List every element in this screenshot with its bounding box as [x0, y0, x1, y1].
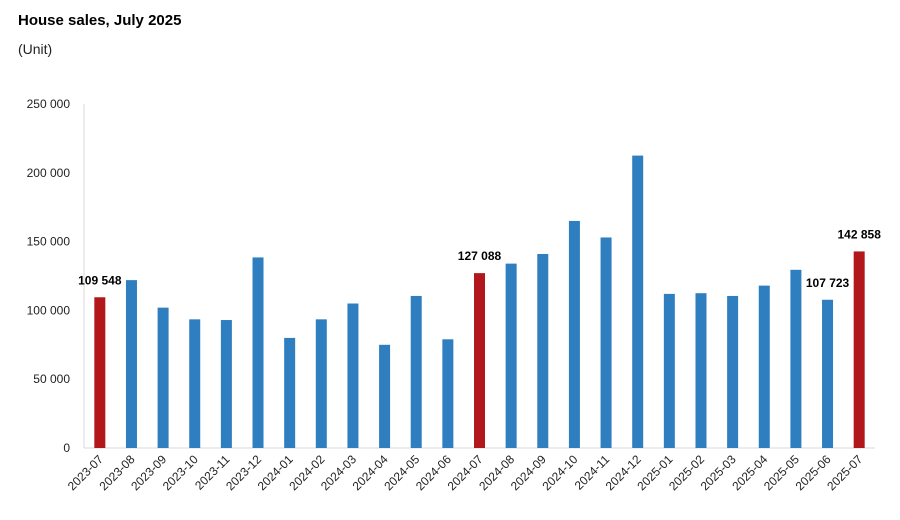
chart-unit-label: (Unit): [18, 41, 53, 57]
bars: [94, 155, 865, 448]
y-tick-label: 200 000: [27, 166, 71, 180]
bar-2024-12: [632, 155, 644, 448]
data-label-2024-07: 127 088: [458, 249, 502, 263]
bar-2024-03: [347, 303, 359, 448]
y-tick-label: 50 000: [33, 372, 70, 386]
bar-2025-01: [663, 293, 675, 448]
y-axis-labels: 0 50 000 100 000 150 000 200 000 250 000: [27, 97, 71, 455]
bar-2025-04: [758, 285, 770, 448]
chart-title: House sales, July 2025: [18, 12, 182, 29]
bar-2025-03: [727, 295, 739, 448]
bar-2024-10: [568, 220, 580, 448]
x-tick-label: 2025-07: [824, 452, 865, 493]
y-tick-label: 100 000: [27, 303, 71, 317]
bar-2023-11: [220, 320, 232, 448]
bar-2023-10: [189, 319, 201, 448]
bar-2024-11: [600, 237, 612, 448]
bar-2024-06: [442, 339, 454, 448]
bar-2025-02: [695, 293, 707, 448]
data-label-2023-07: 109 548: [78, 273, 122, 287]
y-tick-label: 0: [63, 441, 70, 455]
bar-2023-12: [252, 257, 264, 448]
bar-2024-05: [410, 295, 422, 448]
bar-2023-08: [125, 280, 137, 448]
bar-2023-09: [157, 307, 169, 448]
bar-2024-09: [537, 253, 549, 448]
data-labels: 109 548 127 088 107 723 142 858: [78, 227, 881, 289]
data-label-2025-06: 107 723: [806, 276, 850, 290]
x-axis-labels: 2023-072023-082023-092023-102023-112023-…: [65, 452, 866, 493]
y-tick-label: 150 000: [27, 235, 71, 249]
bar-2024-01: [284, 337, 296, 448]
bar-2024-02: [315, 319, 327, 448]
bar-2025-07: [853, 251, 865, 448]
y-tick-label: 250 000: [27, 97, 71, 111]
bar-2024-04: [379, 344, 391, 448]
data-label-2025-07: 142 858: [837, 227, 881, 241]
bar-2025-05: [790, 269, 802, 448]
x-tick-label: 2023-10: [160, 452, 201, 493]
bar-2023-07: [94, 297, 106, 448]
bar-2024-07: [474, 273, 485, 448]
x-tick-label: 2024-10: [539, 452, 580, 493]
bar-2024-08: [505, 263, 517, 448]
bar-2025-06: [822, 299, 834, 448]
